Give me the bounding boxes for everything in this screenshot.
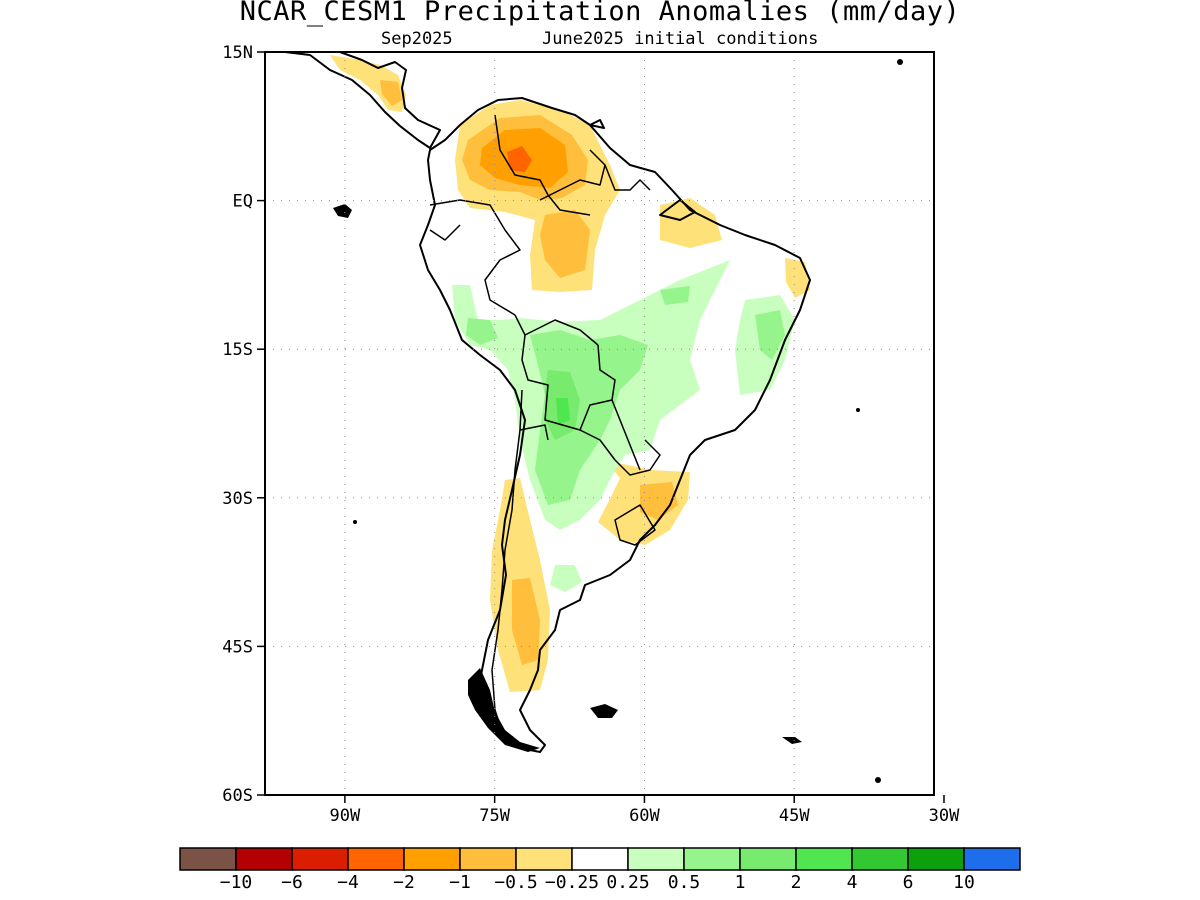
central-america-coastline bbox=[284, 52, 441, 149]
colorbar-label: −6 bbox=[281, 872, 303, 893]
border-venezuela-brazil bbox=[539, 149, 606, 201]
wet-anomaly-argentina bbox=[550, 565, 582, 592]
amazon-mouth-coast bbox=[659, 199, 696, 221]
border-uruguay bbox=[614, 504, 656, 546]
coastlines bbox=[284, 52, 811, 753]
dry-anomaly-southern-brazil-core bbox=[640, 482, 678, 520]
map-plot-area bbox=[265, 52, 934, 795]
lat-tick-label: 45S bbox=[222, 637, 253, 657]
colorbar: −10 −6 −4 −2 −1 −0.5 −0.25 0.25 0.5 1 2 4 6 10 bbox=[179, 847, 1021, 893]
colorbar-label: 1 bbox=[735, 872, 746, 893]
small-island-northeast bbox=[897, 59, 903, 65]
colorbar-label: 2 bbox=[791, 872, 802, 893]
dry-anomaly-central-america-core bbox=[380, 80, 402, 106]
lon-tick-label: 60W bbox=[629, 806, 660, 826]
border-chile-argentina bbox=[491, 389, 523, 741]
map-frame bbox=[264, 51, 935, 796]
border-colombia-venezuela bbox=[494, 114, 591, 216]
colorbar-swatch bbox=[571, 847, 629, 871]
colorbar-label: 0.5 bbox=[668, 872, 701, 893]
colorbar-swatch bbox=[963, 847, 1021, 871]
border-peru-brazil bbox=[514, 314, 599, 346]
colorbar-label: −0.25 bbox=[545, 872, 599, 893]
axis-ticks: 15N EQ 15S 30S 45S 60S 90W 75W 60W 45W 30W bbox=[222, 43, 960, 826]
colorbar-label: −4 bbox=[337, 872, 359, 893]
lon-tick-label: 90W bbox=[330, 806, 361, 826]
colorbar-label: 10 bbox=[953, 872, 975, 893]
dry-anomaly-shading bbox=[330, 55, 810, 692]
colorbar-label: −0.5 bbox=[494, 872, 537, 893]
lat-tick-label: EQ bbox=[233, 192, 253, 212]
lat-tick-label: 15S bbox=[222, 340, 253, 360]
colorbar-swatch bbox=[795, 847, 853, 871]
lat-tick-label: 30S bbox=[222, 489, 253, 509]
colorbar-label: −10 bbox=[220, 872, 253, 893]
country-borders bbox=[429, 114, 661, 741]
colorbar-swatch bbox=[459, 847, 517, 871]
colorbar-swatch bbox=[291, 847, 349, 871]
colorbar-swatch bbox=[515, 847, 573, 871]
south-america-coastline bbox=[419, 97, 811, 753]
south-georgia-island bbox=[782, 737, 802, 744]
trinidad-coast bbox=[589, 119, 605, 129]
colorbar-swatch bbox=[179, 847, 237, 871]
wet-anomaly-east-coast bbox=[755, 310, 785, 360]
chile-archipelago bbox=[468, 668, 540, 752]
falkland-islands bbox=[590, 704, 618, 718]
border-bolivia-brazil bbox=[597, 344, 616, 401]
lon-tick-label: 30W bbox=[929, 806, 960, 826]
initial-conditions-label: June2025 initial conditions bbox=[542, 29, 819, 49]
small-island-south-atlantic bbox=[875, 777, 881, 783]
colorbar-swatch bbox=[235, 847, 293, 871]
dry-anomaly-venezuela-peak bbox=[507, 146, 532, 172]
colorbar-swatch bbox=[403, 847, 461, 871]
wet-anomaly-peru bbox=[466, 318, 498, 345]
colorbar-label: 0.25 bbox=[606, 872, 649, 893]
lat-tick-label: 15N bbox=[222, 43, 253, 63]
lat-tick-label: 60S bbox=[222, 786, 253, 806]
colorbar-label: −2 bbox=[393, 872, 415, 893]
border-ecuador bbox=[429, 224, 461, 241]
small-island-trindade bbox=[856, 408, 860, 412]
colorbar-swatch bbox=[683, 847, 741, 871]
lon-tick-label: 75W bbox=[479, 806, 510, 826]
wet-anomaly-brazil-north bbox=[660, 286, 690, 305]
colorbar-label: −1 bbox=[449, 872, 471, 893]
border-argentina-bolivia bbox=[519, 424, 549, 441]
lon-tick-label: 45W bbox=[779, 806, 810, 826]
dry-anomaly-amazon bbox=[540, 210, 590, 278]
small-island-pacific bbox=[353, 520, 357, 524]
colorbar-label: 6 bbox=[903, 872, 914, 893]
dry-anomaly-patagonia-core bbox=[512, 578, 540, 665]
dry-anomaly-north-brazil bbox=[660, 198, 722, 248]
wet-anomaly-paraguay-peak bbox=[556, 398, 570, 425]
map-title: NCAR_CESM1 Precipitation Anomalies (mm/d… bbox=[239, 0, 961, 27]
valid-month-label: Sep2025 bbox=[381, 29, 453, 49]
colorbar-label: 4 bbox=[847, 872, 858, 893]
galapagos-islands bbox=[333, 204, 352, 218]
colorbar-swatch bbox=[739, 847, 797, 871]
island-markings bbox=[333, 59, 903, 783]
border-paraguay bbox=[579, 429, 661, 476]
border-colombia-peru bbox=[429, 199, 521, 316]
colorbar-swatch bbox=[347, 847, 405, 871]
colorbar-swatch bbox=[907, 847, 965, 871]
colorbar-swatch bbox=[851, 847, 909, 871]
border-guianas bbox=[604, 164, 651, 191]
colorbar-swatch bbox=[627, 847, 685, 871]
